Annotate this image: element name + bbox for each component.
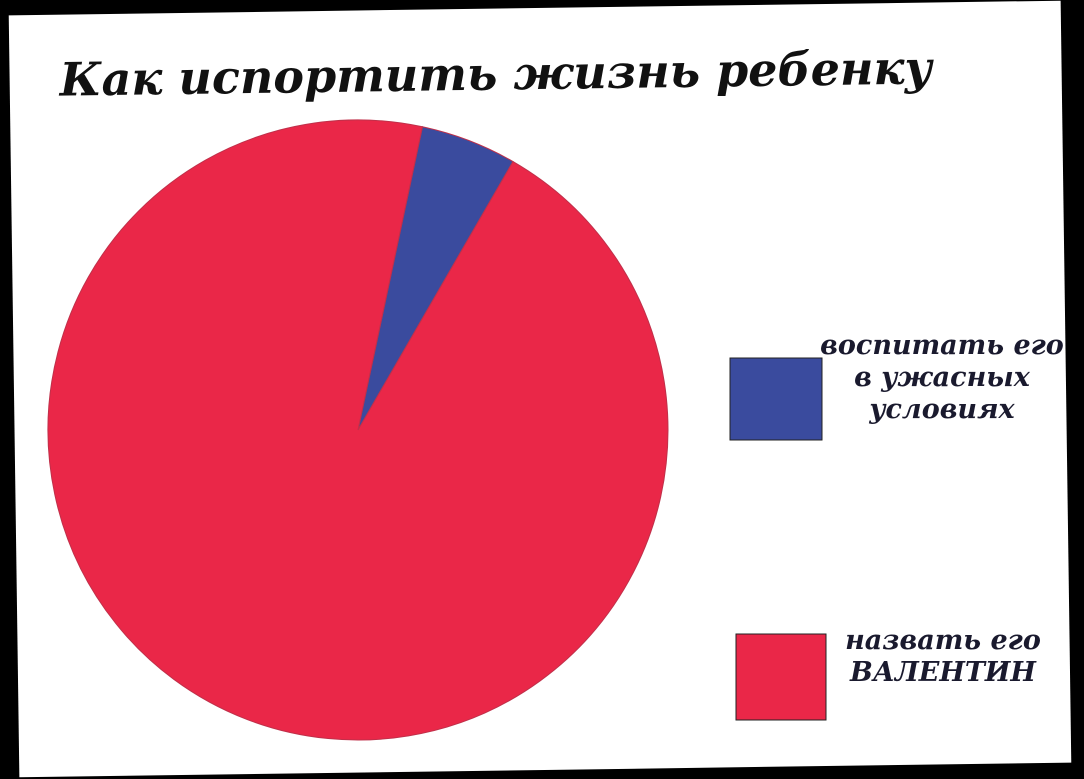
pie-slice [47, 119, 669, 741]
legend-label: воспитать его в ужасных условиях [820, 330, 1064, 425]
legend-swatch [735, 633, 827, 721]
legend-label: назвать его ВАЛЕНТИН [845, 625, 1041, 688]
legend-swatch [729, 357, 823, 441]
